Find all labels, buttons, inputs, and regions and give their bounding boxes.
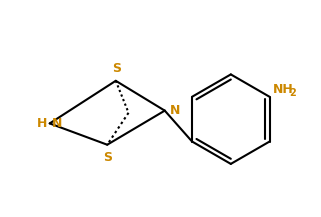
Text: S: S: [104, 151, 113, 164]
Text: S: S: [112, 62, 121, 75]
Text: H: H: [37, 117, 48, 130]
Text: 2: 2: [289, 87, 296, 97]
Text: NH: NH: [273, 83, 294, 96]
Text: N: N: [52, 117, 62, 130]
Text: N: N: [170, 104, 180, 117]
